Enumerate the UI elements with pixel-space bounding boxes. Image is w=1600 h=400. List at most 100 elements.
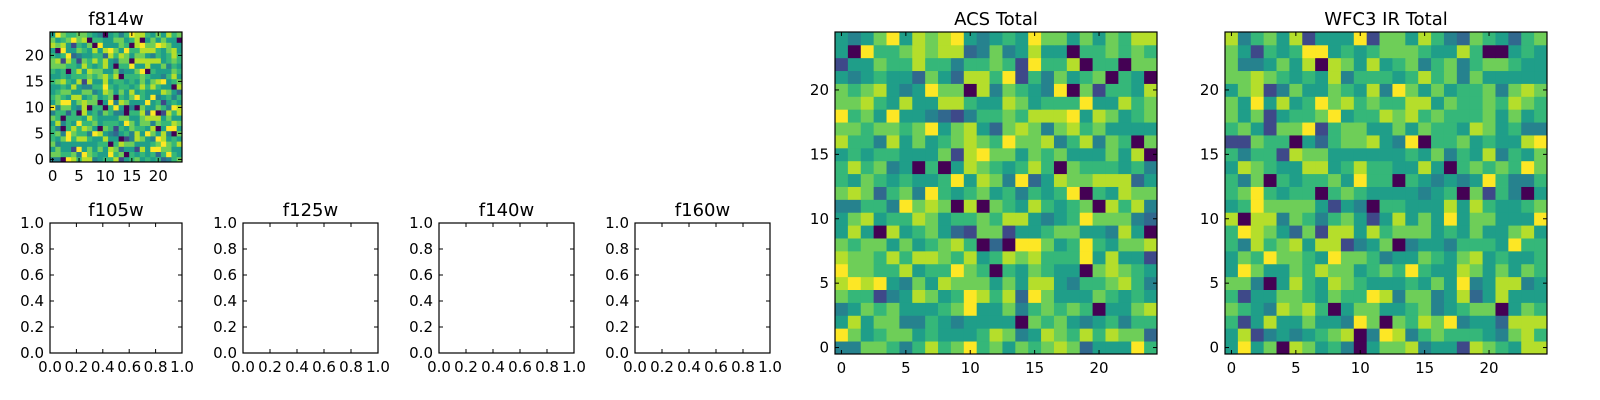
heatmap-cell [134,37,141,43]
heatmap-cell [989,109,1003,123]
heatmap-cell [912,147,926,162]
heatmap-cell [1066,70,1081,84]
heatmap-cell [155,47,162,54]
heatmap-cell [102,84,109,90]
heatmap-cell [76,125,83,132]
heatmap-cell [171,104,178,111]
heatmap-cell [1418,109,1432,123]
heatmap-cell [97,73,104,80]
heatmap-cell [76,37,83,43]
heatmap-cell [1028,147,1042,162]
heatmap-cell [86,120,93,126]
heatmap-cell [835,109,849,123]
heatmap-cell [1302,70,1316,84]
heatmap-cell [1534,173,1548,187]
heatmap-cell [1456,199,1471,213]
heatmap-cell [1340,160,1355,175]
heatmap-cell [176,32,183,38]
heatmap-cell [1405,302,1419,316]
heatmap-cell [1002,135,1016,149]
heatmap-cell [1353,302,1368,316]
heatmap-cell [150,156,156,163]
heatmap-cell [1237,135,1252,149]
heatmap-cell [86,47,93,54]
heatmap-cell [160,125,167,132]
y-tick-label: 0.8 [20,240,44,258]
heatmap-cell [1534,147,1548,162]
heatmap-cell [108,73,114,80]
heatmap-cell [1340,212,1355,226]
heatmap-cell [899,199,913,213]
heatmap-cell [847,199,862,213]
heatmap-cell [123,52,130,59]
heatmap-cell [160,136,167,142]
heatmap-cell [950,44,965,59]
heatmap-cell [912,109,926,123]
heatmap-cell [176,94,183,100]
heatmap-cell [97,42,104,48]
heatmap-cell [1250,32,1265,46]
heatmap-cell [1418,186,1432,200]
heatmap-cell [1521,276,1535,290]
heatmap-cell [76,110,83,116]
heatmap-cell [1079,122,1093,136]
heatmap-cell [1443,186,1458,200]
heatmap-cell [1015,96,1029,110]
heatmap-cell [1521,289,1535,303]
heatmap-cell [166,78,172,85]
heatmap-cell [1263,173,1277,187]
heatmap-cell [925,186,939,200]
heatmap-cell [1250,212,1265,226]
heatmap-cell [1495,122,1509,136]
heatmap-cell [118,89,125,95]
heatmap-cell [1431,160,1445,175]
heatmap-cell [1118,57,1132,72]
heatmap-cell [1015,44,1029,59]
heatmap-cell [65,58,72,64]
heatmap-cell [123,84,130,90]
heatmap-cell [55,99,61,106]
heatmap-cell [1534,341,1548,355]
heatmap-cell [1534,186,1548,200]
heatmap-cell [860,238,875,252]
heatmap-cell [1521,109,1535,123]
axes-frame [49,222,183,354]
heatmap-cell [886,160,900,175]
heatmap-cell [118,115,125,121]
heatmap-cell [145,32,151,38]
x-tick-label: 0.8 [731,358,755,376]
heatmap-cell [1289,186,1303,200]
heatmap-cell [1315,199,1329,213]
heatmap-cell [113,110,120,116]
heatmap-cell [1495,199,1509,213]
heatmap-cell [1002,57,1016,72]
heatmap-cell [1092,109,1106,123]
heatmap-cell [1469,70,1483,84]
heatmap-cell [155,63,162,69]
heatmap-cell [1482,276,1496,290]
heatmap-cell [1144,276,1158,290]
heatmap-cell [113,94,120,100]
heatmap-cell [71,156,77,163]
heatmap-cell [1144,135,1158,149]
heatmap-cell [873,276,887,290]
heatmap-cell [847,122,862,136]
heatmap-cell [963,122,978,136]
heatmap-cell [1495,135,1509,149]
heatmap-cell [1392,32,1406,46]
heatmap-cell [1131,160,1145,175]
heatmap-cell [1392,160,1406,175]
heatmap-cell [1302,212,1316,226]
heatmap-cell [123,47,130,54]
heatmap-cell [134,73,141,80]
heatmap-cell [1392,122,1406,136]
heatmap-cell [1469,173,1483,187]
heatmap-cell [155,146,162,152]
heatmap-cell [60,136,67,142]
heatmap-cell [1418,302,1432,316]
heatmap-cell [1379,276,1393,290]
heatmap-cell [925,276,939,290]
heatmap-cell [899,109,913,123]
heatmap-cell [1289,32,1303,46]
heatmap-cell [1469,238,1483,252]
